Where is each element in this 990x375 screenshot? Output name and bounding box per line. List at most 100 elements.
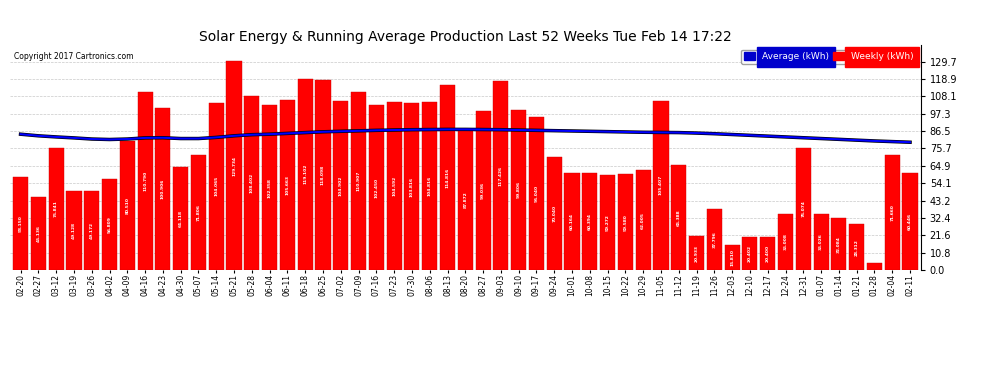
- Text: 104.816: 104.816: [428, 176, 432, 196]
- Legend: Average (kWh), Weekly (kWh): Average (kWh), Weekly (kWh): [742, 50, 916, 64]
- Text: 105.663: 105.663: [285, 175, 289, 195]
- Text: 20.933: 20.933: [695, 245, 699, 262]
- Bar: [334, 101, 348, 270]
- Bar: [84, 191, 99, 270]
- Text: 70.040: 70.040: [552, 205, 556, 222]
- Bar: [66, 191, 81, 270]
- Text: 76.074: 76.074: [801, 200, 805, 217]
- Bar: [422, 102, 438, 270]
- Bar: [493, 81, 509, 270]
- Text: 59.580: 59.580: [624, 214, 628, 231]
- Text: 110.790: 110.790: [144, 171, 148, 191]
- Bar: [814, 214, 829, 270]
- Text: 65.388: 65.388: [677, 209, 681, 226]
- Bar: [903, 173, 918, 270]
- Bar: [760, 237, 775, 270]
- Bar: [832, 218, 846, 270]
- Text: 87.872: 87.872: [463, 191, 467, 208]
- Bar: [689, 236, 704, 270]
- Bar: [173, 167, 188, 270]
- Text: 99.806: 99.806: [517, 181, 521, 198]
- Text: 104.902: 104.902: [339, 176, 343, 196]
- Bar: [138, 92, 152, 270]
- Text: 99.036: 99.036: [481, 182, 485, 199]
- Text: 102.450: 102.450: [374, 178, 378, 198]
- Bar: [404, 103, 420, 270]
- Bar: [849, 225, 864, 270]
- Bar: [778, 214, 793, 270]
- Bar: [796, 148, 811, 270]
- Bar: [209, 103, 224, 270]
- Text: 20.402: 20.402: [747, 245, 752, 262]
- Text: 119.102: 119.102: [303, 164, 307, 184]
- Bar: [457, 129, 473, 270]
- Text: 103.816: 103.816: [410, 177, 414, 197]
- Text: 71.660: 71.660: [890, 204, 894, 221]
- Text: 105.407: 105.407: [659, 175, 663, 195]
- Bar: [671, 165, 686, 270]
- Bar: [707, 209, 722, 270]
- Text: Copyright 2017 Cartronics.com: Copyright 2017 Cartronics.com: [15, 52, 134, 61]
- Text: 35.008: 35.008: [783, 233, 787, 250]
- Bar: [546, 158, 561, 270]
- Bar: [582, 173, 597, 270]
- Text: 37.796: 37.796: [713, 231, 717, 248]
- Text: 58.150: 58.150: [19, 215, 23, 232]
- Title: Solar Energy & Running Average Production Last 52 Weeks Tue Feb 14 17:22: Solar Energy & Running Average Productio…: [199, 30, 732, 44]
- Bar: [475, 111, 491, 270]
- Bar: [529, 117, 545, 270]
- Bar: [262, 105, 277, 270]
- Bar: [742, 237, 757, 270]
- Text: 62.005: 62.005: [642, 212, 645, 229]
- Bar: [102, 179, 117, 270]
- Bar: [618, 174, 633, 270]
- Bar: [653, 100, 668, 270]
- Text: 110.907: 110.907: [356, 171, 360, 191]
- Bar: [351, 92, 366, 270]
- Text: 28.312: 28.312: [854, 239, 858, 256]
- Text: 59.272: 59.272: [606, 214, 610, 231]
- Text: 56.809: 56.809: [108, 216, 112, 233]
- Bar: [49, 148, 63, 270]
- Bar: [511, 110, 527, 270]
- Text: 108.402: 108.402: [249, 173, 253, 193]
- Text: 75.841: 75.841: [54, 201, 58, 217]
- Bar: [280, 100, 295, 270]
- Text: 118.098: 118.098: [321, 165, 325, 185]
- Bar: [298, 79, 313, 270]
- Text: 95.040: 95.040: [535, 185, 539, 202]
- Text: 71.806: 71.806: [196, 204, 200, 221]
- Bar: [13, 177, 28, 270]
- Bar: [369, 105, 384, 270]
- Text: 114.816: 114.816: [446, 168, 449, 188]
- Bar: [885, 155, 900, 270]
- Text: 35.026: 35.026: [819, 234, 823, 250]
- Bar: [155, 108, 170, 270]
- Text: 32.084: 32.084: [837, 236, 841, 253]
- Bar: [316, 80, 331, 270]
- Text: 129.734: 129.734: [232, 156, 236, 176]
- Text: 100.906: 100.906: [161, 179, 165, 199]
- Bar: [386, 102, 402, 270]
- Bar: [31, 198, 46, 270]
- Text: 60.394: 60.394: [588, 213, 592, 230]
- Bar: [564, 173, 579, 270]
- Text: 80.510: 80.510: [126, 197, 130, 214]
- Text: 15.810: 15.810: [731, 249, 735, 266]
- Bar: [120, 141, 135, 270]
- Text: 117.426: 117.426: [499, 166, 503, 186]
- Text: 60.164: 60.164: [570, 213, 574, 230]
- Text: 64.118: 64.118: [178, 210, 183, 227]
- Text: 104.065: 104.065: [214, 176, 218, 197]
- Bar: [191, 154, 206, 270]
- Bar: [227, 62, 242, 270]
- Bar: [440, 86, 455, 270]
- Bar: [725, 244, 740, 270]
- Text: 49.128: 49.128: [72, 222, 76, 239]
- Bar: [245, 96, 259, 270]
- Bar: [636, 170, 650, 270]
- Text: 20.400: 20.400: [765, 245, 769, 262]
- Text: 104.592: 104.592: [392, 176, 396, 196]
- Bar: [600, 175, 615, 270]
- Bar: [867, 263, 882, 270]
